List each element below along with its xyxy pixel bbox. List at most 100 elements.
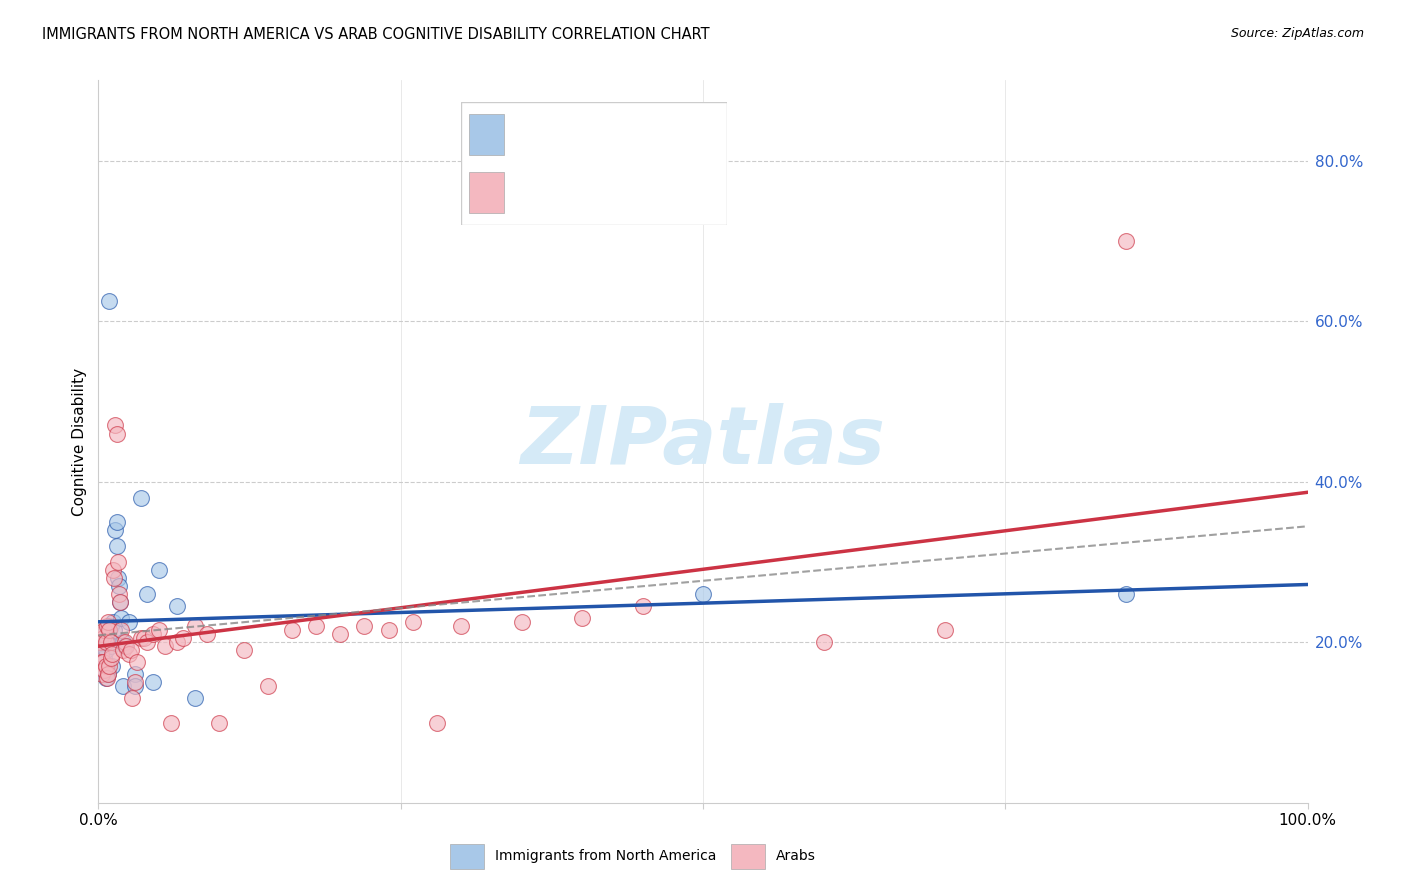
- Point: [100, 651, 122, 665]
- Point: [118, 615, 141, 630]
- Point: [305, 619, 328, 633]
- Text: Immigrants from North America: Immigrants from North America: [495, 849, 716, 863]
- Point: [124, 680, 146, 694]
- Point: [100, 619, 122, 633]
- Point: [127, 655, 149, 669]
- Text: Arabs: Arabs: [776, 849, 815, 863]
- Point: [115, 639, 138, 653]
- Point: [103, 623, 125, 637]
- Point: [120, 643, 142, 657]
- Point: [111, 643, 134, 657]
- Point: [121, 691, 143, 706]
- Point: [110, 611, 132, 625]
- Point: [93, 623, 115, 637]
- Point: [108, 595, 131, 609]
- Point: [104, 418, 127, 433]
- Point: [91, 648, 114, 662]
- Point: [195, 627, 218, 641]
- Point: [142, 627, 165, 641]
- Point: [91, 627, 114, 641]
- Point: [118, 648, 141, 662]
- Point: [813, 635, 835, 649]
- Point: [91, 667, 114, 681]
- Point: [108, 587, 131, 601]
- Point: [129, 632, 152, 646]
- Point: [1115, 587, 1137, 601]
- Text: Source: ZipAtlas.com: Source: ZipAtlas.com: [1230, 27, 1364, 40]
- Point: [91, 635, 114, 649]
- Point: [1115, 234, 1137, 248]
- Point: [166, 599, 188, 614]
- Point: [103, 571, 125, 585]
- Point: [402, 615, 425, 630]
- FancyBboxPatch shape: [731, 844, 765, 869]
- Point: [353, 619, 375, 633]
- Point: [97, 667, 120, 681]
- Point: [510, 615, 533, 630]
- Point: [98, 632, 121, 646]
- Point: [377, 623, 399, 637]
- Point: [934, 623, 956, 637]
- Point: [129, 491, 152, 505]
- Text: IMMIGRANTS FROM NORTH AMERICA VS ARAB COGNITIVE DISABILITY CORRELATION CHART: IMMIGRANTS FROM NORTH AMERICA VS ARAB CO…: [42, 27, 710, 42]
- Y-axis label: Cognitive Disability: Cognitive Disability: [72, 368, 87, 516]
- Point: [160, 715, 183, 730]
- Point: [135, 635, 157, 649]
- Point: [124, 667, 146, 681]
- Point: [631, 599, 654, 614]
- Point: [97, 615, 120, 630]
- Point: [450, 619, 472, 633]
- Point: [148, 563, 170, 577]
- Point: [172, 632, 194, 646]
- Point: [101, 615, 124, 630]
- Point: [142, 675, 165, 690]
- Point: [571, 611, 593, 625]
- Point: [94, 635, 117, 649]
- Point: [107, 571, 129, 585]
- Point: [97, 623, 120, 637]
- Point: [111, 680, 134, 694]
- Point: [89, 639, 111, 653]
- Point: [426, 715, 449, 730]
- Point: [93, 664, 115, 678]
- Point: [91, 632, 114, 646]
- Point: [105, 539, 128, 553]
- Point: [91, 664, 114, 678]
- Point: [184, 691, 207, 706]
- Point: [104, 523, 127, 537]
- Point: [114, 635, 136, 649]
- Point: [281, 623, 304, 637]
- Point: [98, 293, 121, 308]
- Point: [256, 680, 278, 694]
- Point: [208, 715, 231, 730]
- Point: [114, 639, 136, 653]
- Point: [105, 515, 128, 529]
- Point: [100, 639, 122, 653]
- Point: [100, 648, 122, 662]
- Point: [124, 675, 146, 690]
- Point: [96, 671, 118, 685]
- Point: [94, 659, 117, 673]
- Point: [329, 627, 352, 641]
- Point: [135, 587, 157, 601]
- Point: [108, 595, 131, 609]
- Point: [184, 619, 207, 633]
- Point: [692, 587, 714, 601]
- Point: [96, 659, 118, 673]
- Point: [90, 655, 112, 669]
- Text: ZIPatlas: ZIPatlas: [520, 402, 886, 481]
- Point: [153, 639, 176, 653]
- Point: [108, 579, 131, 593]
- Point: [90, 648, 112, 662]
- Point: [97, 667, 120, 681]
- Point: [101, 563, 124, 577]
- Point: [100, 635, 122, 649]
- FancyBboxPatch shape: [450, 844, 484, 869]
- Point: [91, 655, 114, 669]
- Point: [110, 623, 132, 637]
- Point: [98, 623, 121, 637]
- Point: [232, 643, 254, 657]
- Point: [94, 643, 117, 657]
- Point: [94, 671, 117, 685]
- Point: [96, 619, 118, 633]
